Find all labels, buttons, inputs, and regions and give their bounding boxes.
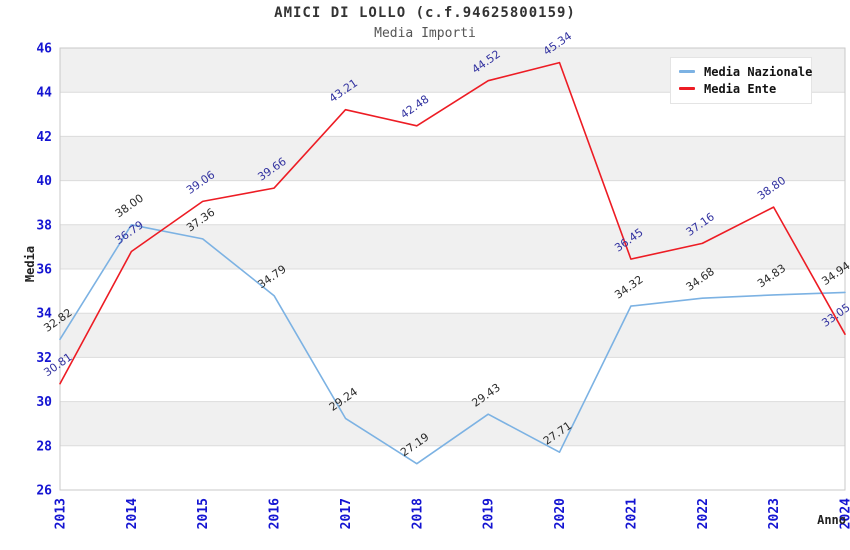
svg-text:44: 44 [36, 86, 52, 101]
chart-subtitle: Media Importi [374, 26, 476, 41]
legend-label-media-nazionale: Media Nazionale [704, 64, 813, 79]
legend-item-media-nazionale: Media Nazionale [679, 63, 812, 80]
svg-text:2018: 2018 [410, 498, 425, 529]
svg-text:40: 40 [36, 174, 52, 189]
chart-title: AMICI DI LOLLO (c.f.94625800159) [274, 5, 576, 21]
svg-text:2019: 2019 [482, 498, 497, 529]
svg-text:28: 28 [36, 439, 52, 454]
svg-text:2024: 2024 [839, 498, 850, 529]
legend-swatch-media-ente-icon [679, 87, 695, 90]
svg-text:2015: 2015 [196, 498, 211, 529]
legend-swatch-media-nazionale-icon [679, 70, 695, 73]
svg-text:2020: 2020 [553, 498, 568, 529]
svg-text:2013: 2013 [54, 498, 69, 529]
svg-text:46: 46 [36, 42, 52, 57]
svg-text:26: 26 [36, 484, 52, 499]
svg-text:30: 30 [36, 395, 52, 410]
svg-text:36: 36 [36, 263, 52, 278]
svg-text:32: 32 [36, 351, 52, 366]
legend-item-media-ente: Media Ente [679, 80, 805, 97]
svg-text:38: 38 [36, 218, 52, 233]
svg-text:2017: 2017 [339, 498, 354, 529]
legend-label-media-ente: Media Ente [704, 81, 777, 96]
svg-text:2021: 2021 [624, 498, 639, 529]
y-axis-title: Media [23, 245, 37, 283]
svg-text:2016: 2016 [268, 498, 283, 529]
svg-text:34: 34 [36, 307, 52, 322]
svg-text:2023: 2023 [767, 498, 782, 529]
x-axis-title: Anno [817, 513, 846, 527]
legend: Media Nazionale Media Ente [670, 57, 812, 104]
svg-text:2022: 2022 [696, 498, 711, 529]
svg-text:42: 42 [36, 130, 52, 145]
svg-text:2014: 2014 [125, 498, 140, 529]
